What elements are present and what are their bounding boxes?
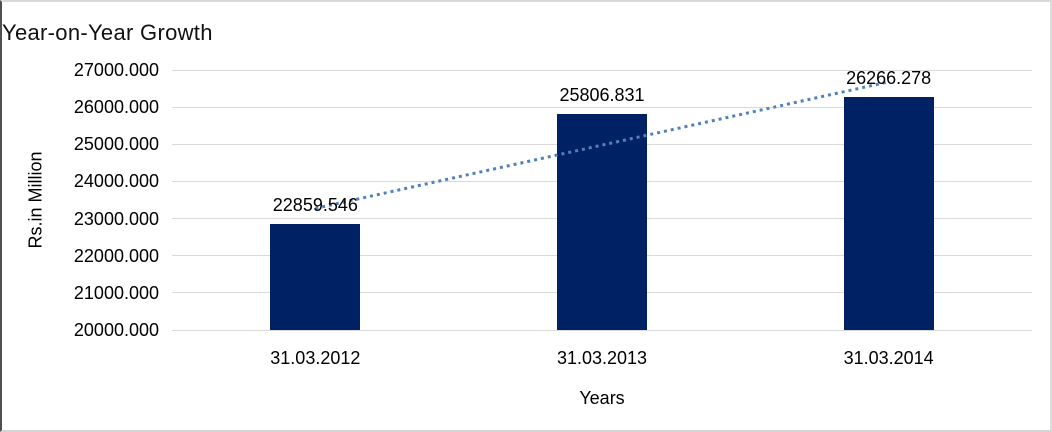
gridline [172, 106, 1032, 108]
x-category-label: 31.03.2012 [270, 348, 361, 368]
chart-title: Year-on-Year Growth [2, 20, 213, 45]
y-tick-label: 27000.000 [73, 60, 159, 80]
y-axis-title: Rs.in Million [25, 151, 46, 249]
bar-value-label: 22859.546 [272, 194, 358, 215]
bar [270, 223, 361, 330]
gridline [172, 69, 1032, 71]
x-axis-title: Years [579, 388, 625, 408]
plot-area [172, 69, 1032, 331]
gridline [172, 329, 1032, 331]
bar-value-label: 26266.278 [846, 68, 932, 89]
y-tick-label: 22000.000 [73, 245, 159, 266]
bar-value-label: 25806.831 [559, 85, 645, 106]
x-category-label: 31.03.2014 [843, 348, 934, 368]
y-tick-label: 25000.000 [73, 134, 159, 155]
y-tick-label: 24000.000 [73, 171, 159, 192]
bar [843, 97, 934, 330]
x-category-label: 31.03.2013 [556, 348, 648, 368]
y-tick-label: 21000.000 [73, 282, 159, 303]
y-tick-label: 20000.000 [73, 320, 159, 340]
bar [557, 114, 647, 330]
y-tick-label: 23000.000 [73, 208, 159, 229]
y-tick-label: 26000.000 [73, 97, 159, 118]
